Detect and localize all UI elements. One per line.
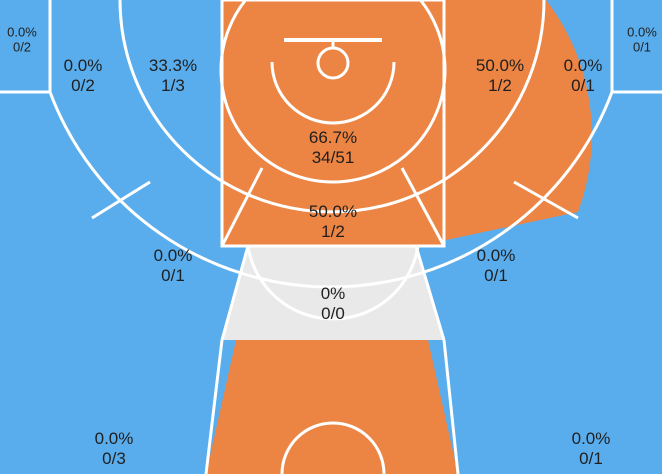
zone-frac: 34/51 [311,148,355,167]
zone-label-mid-right-elbow: 0.0% 0/1 [477,246,516,286]
zone-frac: 0/1 [161,266,185,285]
zone-frac: 1/2 [488,76,512,95]
center-circle [280,421,386,474]
key-left-line [220,167,264,247]
zone-pct: 50.0% [475,55,525,75]
zone-label-paint-lower: 50.0% 1/2 [309,202,357,242]
zone-pct: 0.0% [153,245,193,265]
right-divider-lower [442,339,460,474]
zone-frac: 1/3 [161,76,185,95]
zone-frac: 0/2 [12,40,32,55]
zone-label-mid-left-elbow: 0.0% 0/1 [154,246,193,286]
zone-pct: 0.0% [63,55,103,75]
left-divider-lower [204,339,224,474]
zone-label-wing-three-left: 0.0% 0/2 [64,56,103,96]
zone-free-throw [222,246,444,340]
zone-pct: 0.0% [476,245,516,265]
zone-paint-lower [222,168,444,246]
mid-range-arc [118,0,546,214]
zone-pct: 0.0% [563,55,603,75]
zone-pct: 0% [320,283,346,303]
top-key-left [220,245,250,341]
zone-frac: 0/1 [579,449,603,468]
zone-pct: 0.0% [94,428,134,448]
zone-top-key-three [206,340,458,474]
top-key-right [414,245,446,341]
free-throw-arc [246,245,420,321]
zone-label-restricted-area: 66.7% 34/51 [309,128,357,168]
key-right-line [400,167,446,247]
right-divider-upper [513,180,579,220]
zone-frac: 0/1 [571,76,595,95]
zone-label-corner-right-top: 0.0% 0/1 [627,25,657,56]
restricted-circle [219,0,447,184]
zone-label-three-right-bottom: 0.0% 0/1 [572,429,611,469]
zone-frac: 0/3 [102,449,126,468]
zone-frac: 1/2 [321,222,345,241]
zone-frac: 0/1 [632,40,652,55]
zone-pct: 0.0% [571,428,611,448]
zone-pct: 33.3% [148,55,198,75]
zone-label-mid-right-top: 50.0% 1/2 [476,56,524,96]
rim [316,46,350,80]
zone-label-wing-three-right: 0.0% 0/1 [564,56,603,96]
zone-pct: 50.0% [308,201,358,221]
left-divider-upper [91,180,151,220]
zone-pct: 66.7% [308,127,358,147]
zone-label-three-left-bottom: 0.0% 0/3 [95,429,134,469]
zone-pct: 0.0% [627,24,657,40]
zone-frac: 0/2 [71,76,95,95]
zone-frac: 0/1 [484,266,508,285]
zone-frac: 0/0 [321,304,345,323]
three-point-arc [48,91,614,289]
zone-label-top-key: 0% 0/0 [321,284,346,324]
zone-pct: 0.0% [7,24,37,40]
charge-arc [270,61,396,125]
zone-label-corner-left-top: 0.0% 0/2 [7,25,37,56]
paint-box [220,0,446,248]
zone-label-mid-left-top: 33.3% 1/3 [149,56,197,96]
